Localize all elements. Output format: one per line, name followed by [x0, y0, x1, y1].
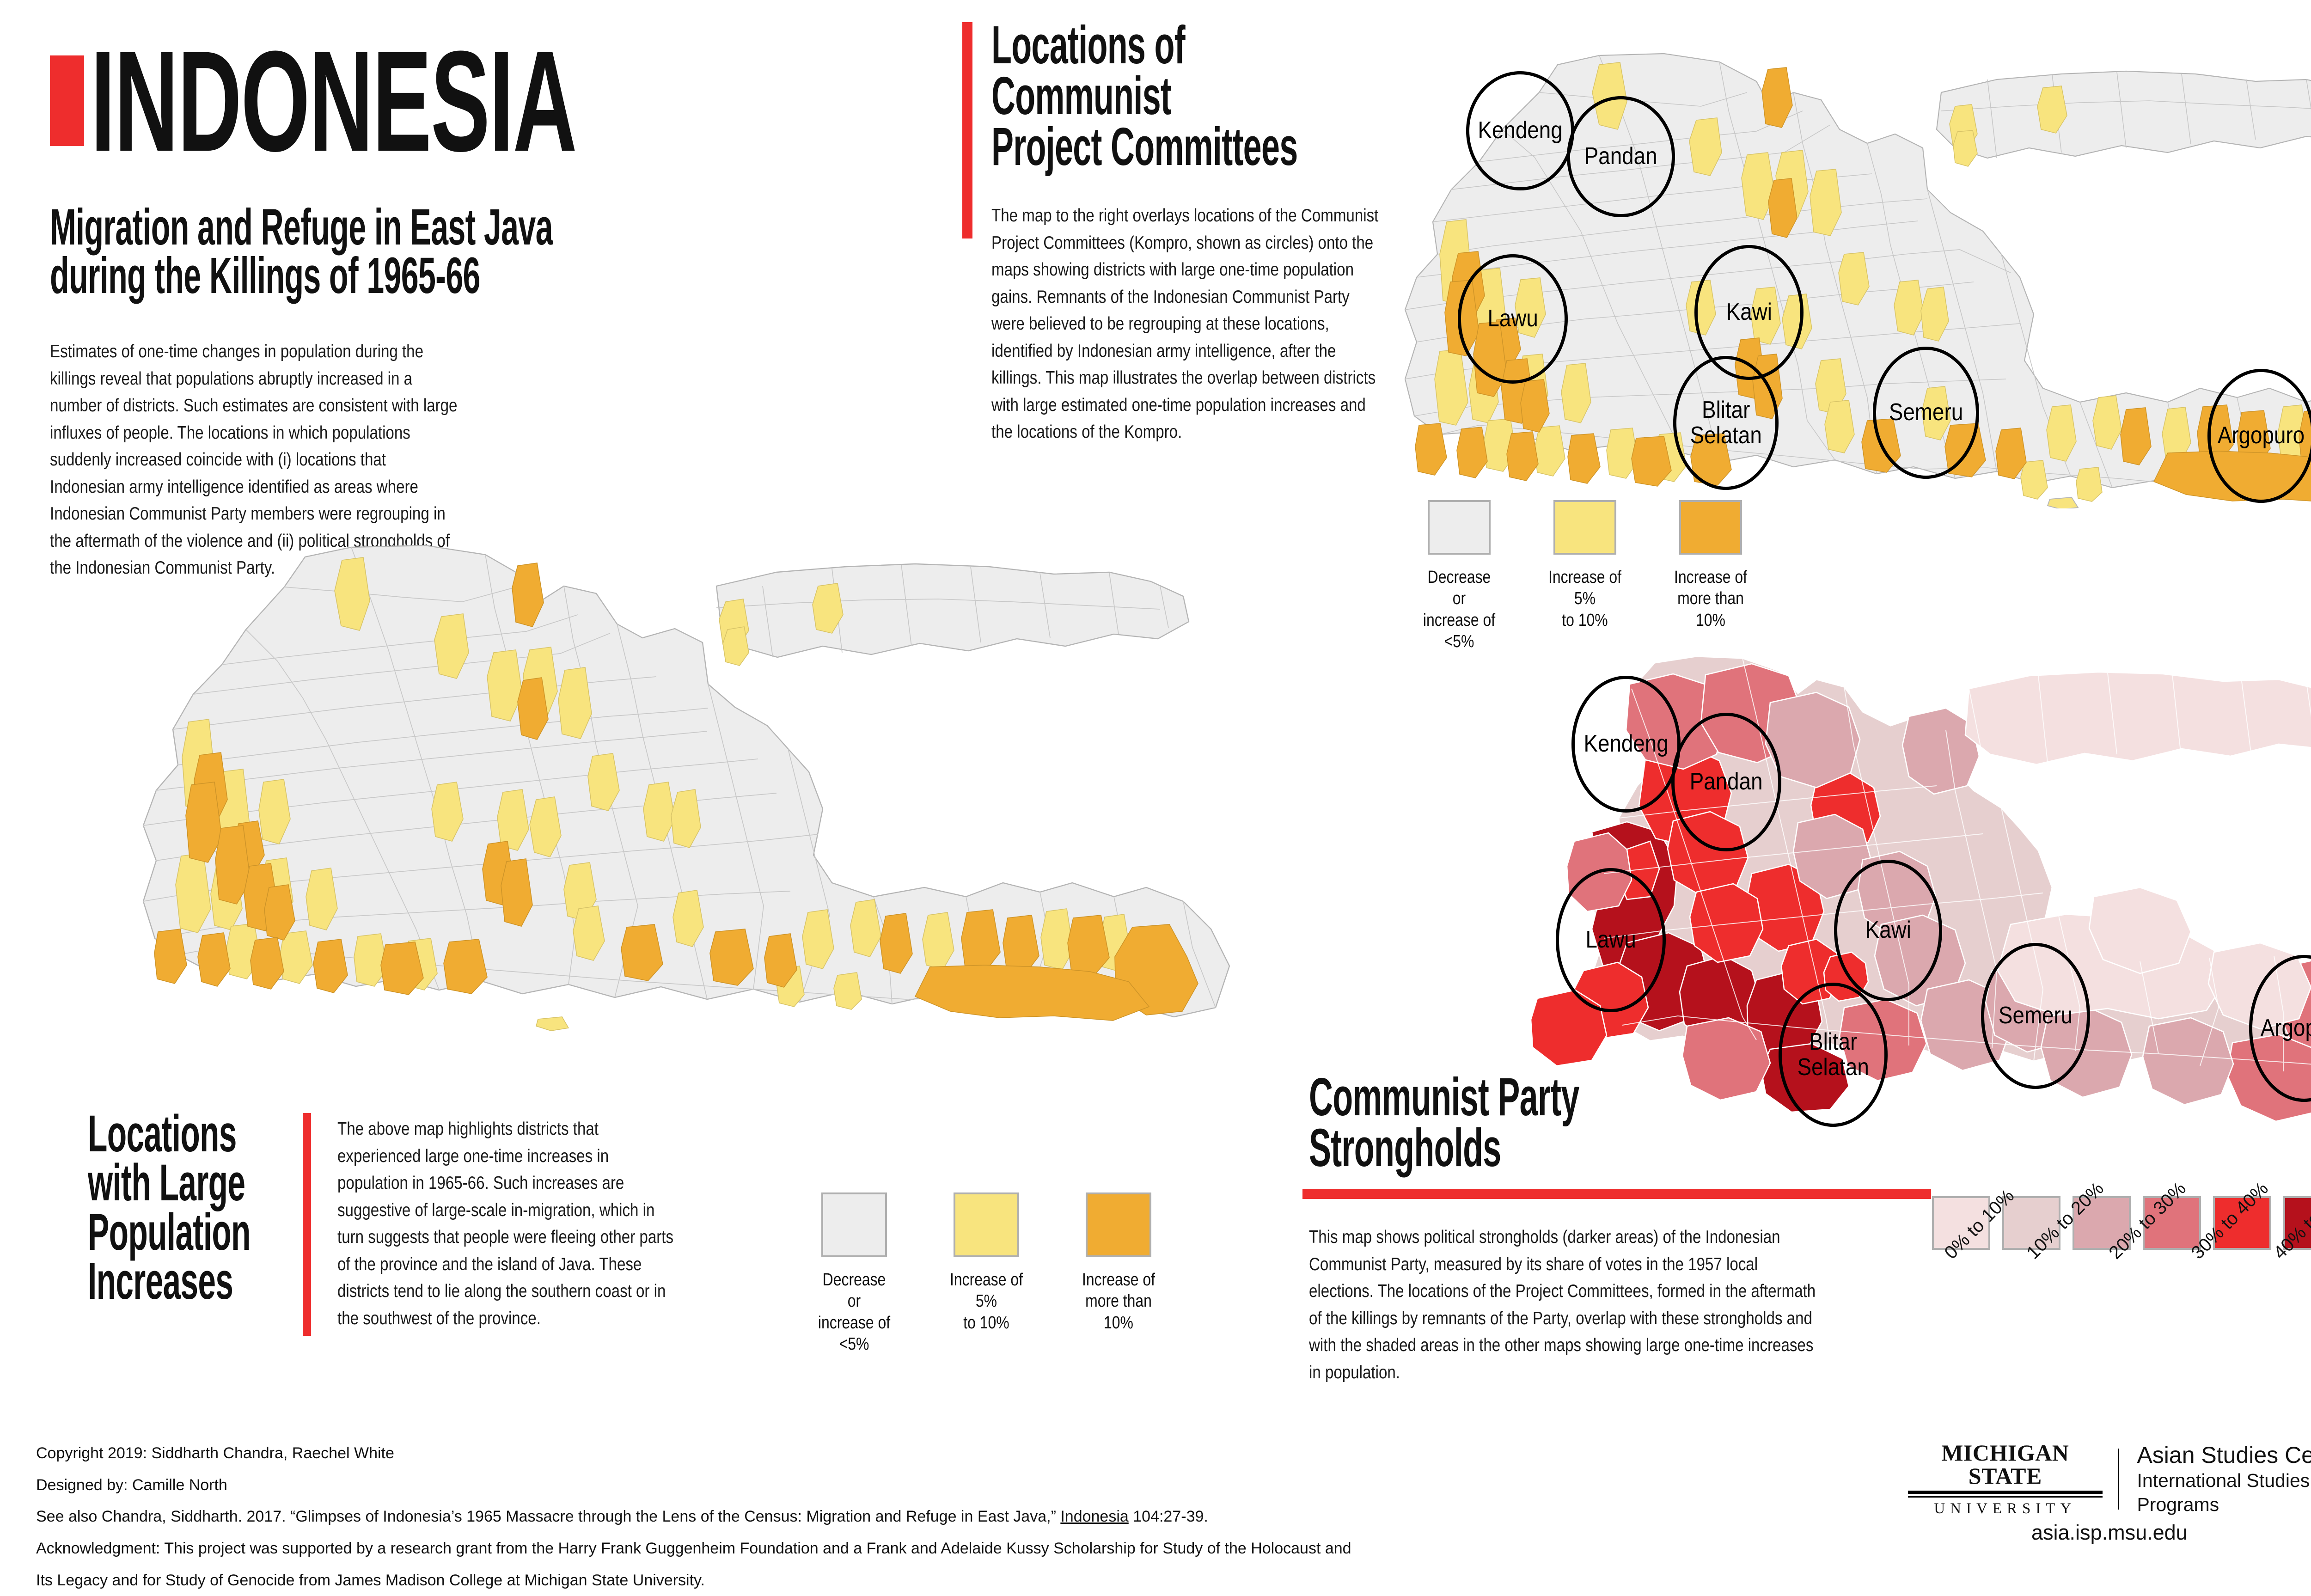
citation-journal: Indonesia: [1060, 1508, 1129, 1526]
strongholds-accent-bar: [1302, 1189, 1931, 1199]
legend-label: Decrease or increase of <5%: [818, 1270, 891, 1354]
legend-swatch-orange: [1086, 1192, 1151, 1257]
footer-acknowledgment-1: Acknowledgment: This project was support…: [36, 1540, 1351, 1558]
main-map-svg: [142, 544, 1230, 1031]
stronghold-circle-blitar-selatan[interactable]: Blitar Selatan: [1779, 983, 1888, 1127]
vote-swatch-10-20: [2002, 1196, 2060, 1250]
vote-swatch-over-50: [2283, 1196, 2311, 1250]
kompro-circle-kawi[interactable]: Kawi: [1694, 245, 1804, 380]
legend-label: Increase of more than 10%: [1082, 1270, 1155, 1333]
footer-acknowledgment-2: Its Legacy and for Study of Genocide fro…: [36, 1571, 705, 1589]
msu-logo: MICHIGAN STATE UNIVERSITY Asian Studies …: [1908, 1441, 2311, 1517]
kompro-heading: Locations of Communist Project Committee…: [991, 15, 1298, 177]
msu-rule-thick: [1908, 1491, 2103, 1494]
legend-label: Decrease or increase of <5%: [1423, 568, 1496, 652]
kompro-circle-label: Blitar Selatan: [1690, 396, 1762, 449]
strongholds-paragraph: This map shows political strongholds (da…: [1309, 1227, 1816, 1382]
legend-swatch-yellow: [954, 1192, 1019, 1257]
stronghold-circle-pandan[interactable]: Pandan: [1671, 713, 1781, 851]
legend-swatch-orange: [1679, 500, 1742, 555]
stronghold-circle-label: Pandan: [1690, 768, 1763, 795]
legend-label: Increase of 5% to 10%: [950, 1270, 1023, 1333]
stronghold-circle-label: Semeru: [1998, 1002, 2073, 1029]
title-accent-bar: [50, 55, 84, 146]
kompro-circle-label: Kawi: [1726, 299, 1772, 326]
stronghold-circle-kendeng[interactable]: Kendeng: [1571, 676, 1681, 813]
legend-item: Increase of 5% to 10%: [1541, 500, 1629, 652]
legend-item: Increase of 5% to 10%: [940, 1192, 1033, 1355]
asian-studies-center-label: Asian Studies Center: [2137, 1442, 2311, 1468]
population-legend-top: Decrease or increase of <5% Increase of …: [1415, 500, 1755, 652]
legend-item: Increase of more than 10%: [1667, 500, 1755, 652]
legend-swatch-grey: [1428, 500, 1491, 555]
legend-swatch-yellow: [1553, 500, 1616, 555]
kompro-circle-label: Argopuro: [2217, 422, 2305, 449]
msu-wordmark: MICHIGAN STATE UNIVERSITY: [1908, 1441, 2118, 1517]
kompro-circle-label: Semeru: [1889, 399, 1963, 426]
stronghold-circle-lawu[interactable]: Lawu: [1556, 868, 1666, 1012]
stronghold-circle-label: Kawi: [1865, 917, 1911, 944]
page-title: INDONESIA: [91, 21, 577, 181]
kompro-circle-label: Lawu: [1487, 305, 1538, 332]
stronghold-circle-label: Blitar Selatan: [1797, 1028, 1869, 1081]
stronghold-circle-label: Kendeng: [1583, 730, 1669, 758]
footer-copyright: Copyright 2019: Siddharth Chandra, Raech…: [36, 1444, 394, 1462]
msu-university-name: MICHIGAN STATE: [1941, 1440, 2069, 1489]
vote-share-swatches: [1932, 1196, 2311, 1250]
vote-swatch-30-40: [2143, 1196, 2201, 1250]
vote-swatch-20-30: [2073, 1196, 2131, 1250]
citation-pre: See also Chandra, Siddharth. 2017. “Glim…: [36, 1508, 1061, 1526]
kompro-circle-semeru[interactable]: Semeru: [1873, 347, 1979, 479]
large-increases-accent-bar: [303, 1113, 311, 1336]
population-legend-main: Decrease or increase of <5% Increase of …: [808, 1192, 1165, 1355]
kompro-circle-argopuro[interactable]: Argopuro: [2207, 369, 2311, 503]
intro-paragraph: Estimates of one-time changes in populat…: [50, 342, 458, 578]
legend-swatch-grey: [821, 1192, 887, 1257]
large-increases-paragraph: The above map highlights districts that …: [337, 1119, 674, 1328]
footer-citation: See also Chandra, Siddharth. 2017. “Glim…: [36, 1501, 1469, 1533]
msu-university-word: UNIVERSITY: [1934, 1500, 2077, 1517]
stronghold-circle-label: Lawu: [1585, 926, 1636, 954]
legend-item: Increase of more than 10%: [1072, 1192, 1165, 1355]
msu-url[interactable]: asia.isp.msu.edu: [2031, 1521, 2188, 1544]
page-subtitle: Migration and Refuge in East Java during…: [50, 199, 553, 304]
vote-share-labels: 0% to 10% 10% to 20% 20% to 30% 30% to 4…: [1932, 1178, 2311, 1278]
vote-swatch-0-10: [1932, 1196, 1990, 1250]
stronghold-circle-label: Argopuro: [2260, 1015, 2311, 1042]
vote-swatch-40-50: [2213, 1196, 2271, 1250]
strongholds-heading: Communist Party Strongholds: [1309, 1067, 1579, 1178]
kompro-circle-label: Kendeng: [1478, 117, 1563, 144]
kompro-circle-pandan[interactable]: Pandan: [1567, 96, 1675, 217]
kompro-accent-bar: [962, 22, 972, 238]
legend-item: Decrease or increase of <5%: [1415, 500, 1503, 652]
stronghold-circle-semeru[interactable]: Semeru: [1981, 943, 2090, 1089]
main-population-map: [74, 532, 1257, 1142]
kompro-circle-kendeng[interactable]: Kendeng: [1466, 71, 1574, 190]
legend-item: Decrease or increase of <5%: [808, 1192, 900, 1355]
kompro-circle-blitar-selatan[interactable]: Blitar Selatan: [1673, 356, 1779, 490]
kompro-paragraph: The map to the right overlays locations …: [991, 206, 1379, 442]
vote-share-legend: 0% to 10% 10% to 20% 20% to 30% 30% to 4…: [1932, 1178, 2311, 1278]
citation-post: 104:27-39.: [1128, 1508, 1208, 1526]
footer-designer: Designed by: Camille North: [36, 1476, 227, 1494]
msu-divider: [2118, 1448, 2120, 1510]
international-studies-label: International Studies & Programs: [2137, 1470, 2311, 1515]
msu-rule-thin: [1908, 1496, 2103, 1498]
kompro-circle-label: Pandan: [1584, 143, 1657, 170]
kompro-circle-lawu[interactable]: Lawu: [1458, 254, 1568, 384]
legend-label: Increase of more than 10%: [1674, 568, 1747, 630]
legend-label: Increase of 5% to 10%: [1548, 568, 1621, 630]
footer: Copyright 2019: Siddharth Chandra, Raech…: [36, 1437, 1469, 1596]
stronghold-circle-kawi[interactable]: Kawi: [1834, 860, 1942, 1001]
large-increases-heading: Locations with Large Population Increase…: [88, 1105, 251, 1310]
